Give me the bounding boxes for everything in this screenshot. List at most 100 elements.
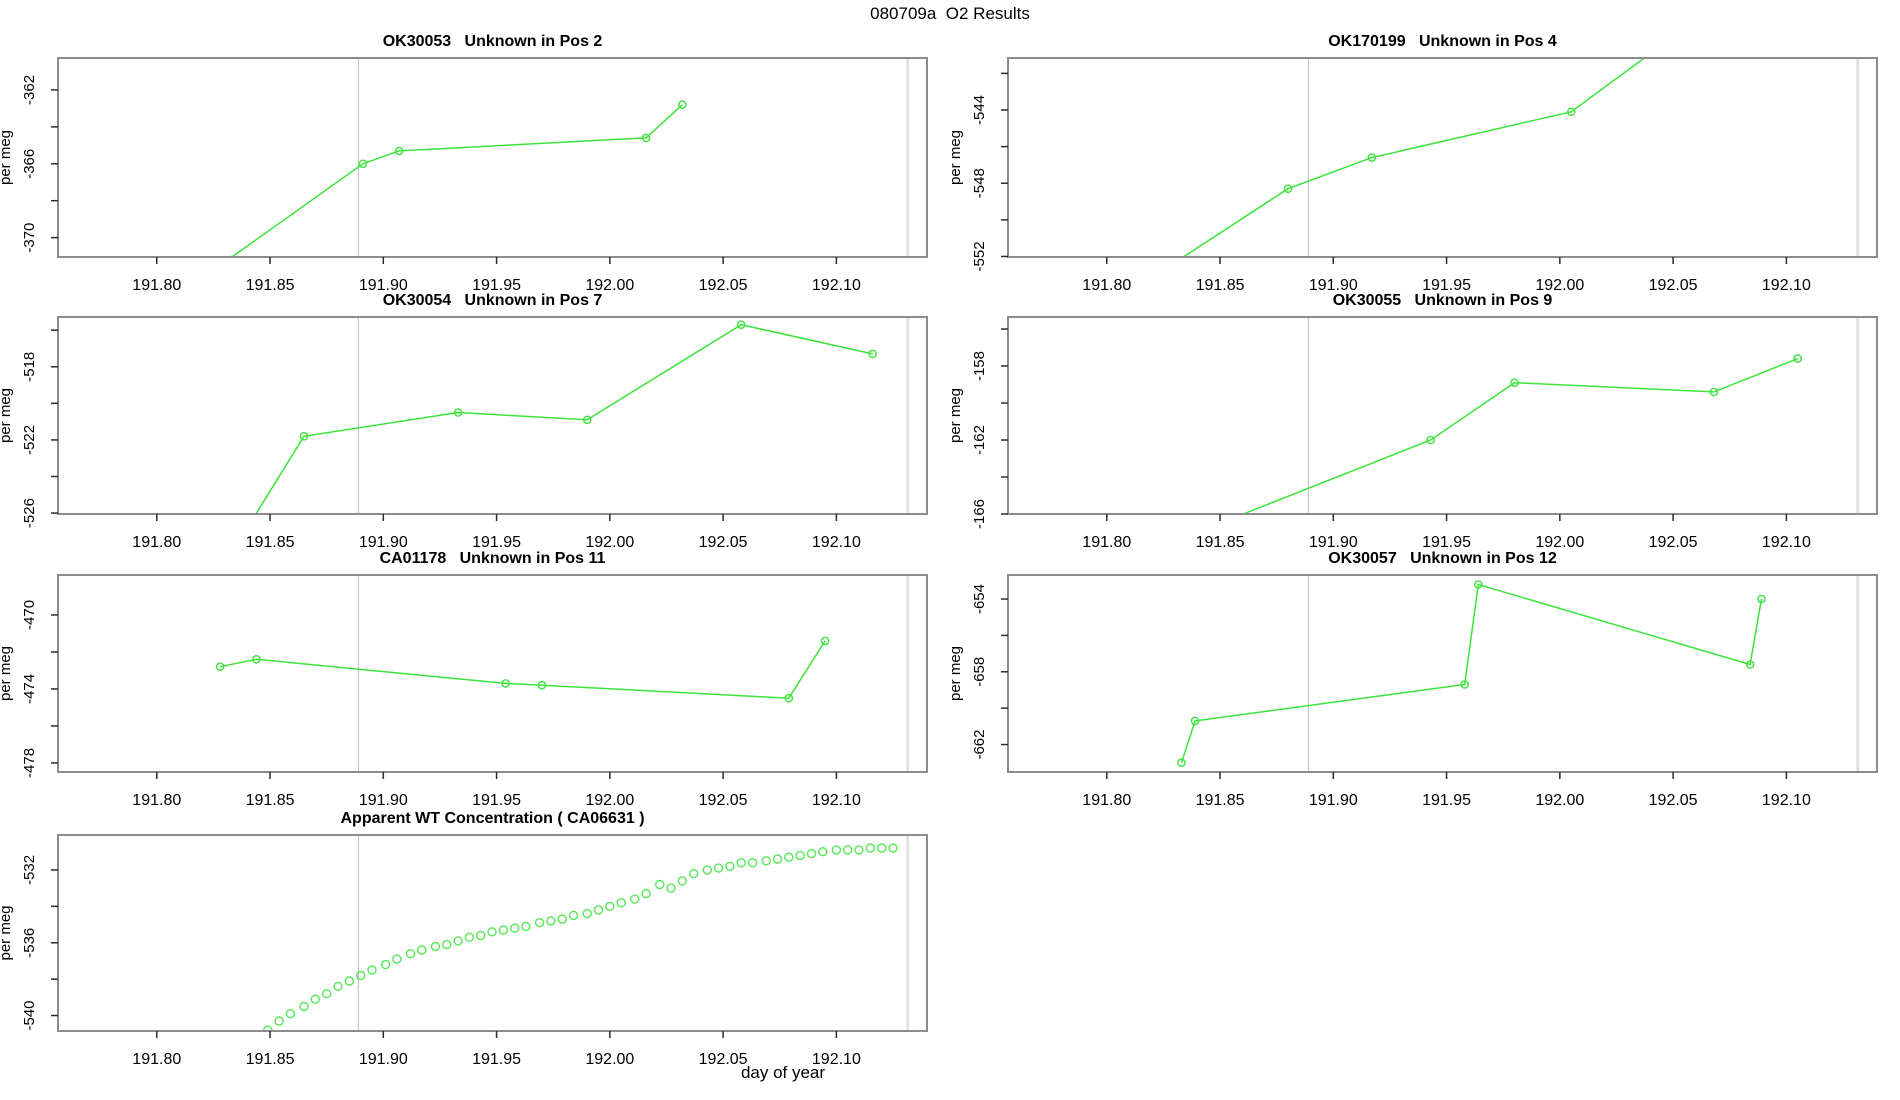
data-point: [1167, 262, 1174, 269]
data-point: [854, 845, 864, 855]
data-point: [641, 888, 651, 899]
x-tick-label: 191.95: [1422, 792, 1471, 809]
x-tick-label: 191.95: [472, 534, 521, 551]
y-tick-label: -478: [21, 748, 38, 778]
subplot-4: 191.80 191.85 191.90 191.95 192.00 192.05 192.…: [0, 574, 928, 809]
subplot-title-ok170199: OK170199 Unknown in Pos 4: [1328, 33, 1557, 50]
data-point: [487, 927, 497, 937]
data-point: [333, 981, 343, 992]
x-tick-label: 191.95: [1422, 277, 1471, 294]
x-tick-label: 192.05: [699, 792, 748, 809]
data-point: [534, 918, 545, 928]
subplot-2: 191.80 191.85 191.90 191.95 192.00 192.05 192.…: [0, 316, 928, 551]
data-point: [476, 930, 486, 941]
data-point: [310, 994, 320, 1004]
data-point: [747, 858, 758, 868]
x-tick-label: 192.10: [812, 277, 861, 294]
subplot-title-ca06631: Apparent WT Concentration ( CA06631 ): [340, 810, 645, 827]
data-point: [736, 320, 746, 330]
plot-box: [57, 316, 928, 515]
x-tick-label: 191.90: [359, 792, 408, 809]
data-point: [582, 908, 592, 919]
subplot-title-ok30055: OK30055 Unknown in Pos 9: [1332, 292, 1553, 309]
x-tick-label: 192.05: [699, 277, 748, 294]
data-point: [1474, 580, 1483, 589]
data-point: [868, 349, 877, 359]
data-point: [582, 415, 592, 425]
data-point: [521, 921, 531, 932]
y-tick-label: -470: [21, 600, 38, 630]
data-point: [784, 693, 794, 703]
y-tick-label: -540: [21, 1001, 38, 1031]
data-series: [263, 843, 898, 1031]
plot-box: [1007, 316, 1878, 515]
x-axis-label: day of year: [740, 1063, 826, 1082]
series-line: [220, 640, 826, 699]
data-point: [299, 1001, 309, 1012]
data-point: [831, 845, 842, 855]
y-tick-label: -162: [971, 425, 988, 455]
y-tick-label: -362: [21, 75, 38, 105]
x-tick-label: 191.80: [132, 792, 181, 809]
x-tick-label: 191.90: [1309, 277, 1358, 294]
y-tick-label: -526: [21, 498, 38, 528]
data-point: [356, 970, 366, 981]
data-point: [430, 941, 441, 952]
data-point: [784, 852, 794, 862]
data-point: [417, 945, 427, 955]
data-point: [1757, 594, 1766, 604]
data-point: [877, 843, 887, 853]
data-point: [702, 865, 712, 875]
data-point: [1510, 378, 1519, 388]
y-axis-label: per meg: [947, 388, 964, 443]
y-axis-label: per meg: [947, 130, 964, 185]
x-tick-label: 192.05: [699, 534, 748, 551]
data-point: [1709, 387, 1719, 397]
x-tick-label: 191.85: [246, 277, 295, 294]
data-series: [1177, 580, 1766, 768]
series-line: [1180, 583, 1763, 763]
series-line: [255, 323, 873, 514]
x-tick-label: 192.05: [699, 1051, 748, 1068]
data-point: [1367, 153, 1377, 162]
x-tick-label: 191.85: [246, 1051, 295, 1068]
x-tick-label: 191.80: [1082, 534, 1131, 551]
data-point: [453, 408, 463, 417]
data-point: [501, 679, 510, 688]
x-tick-label: 191.90: [359, 277, 408, 294]
x-tick-label: 191.80: [1082, 277, 1131, 294]
x-tick-label: 192.10: [1762, 534, 1811, 551]
data-point: [806, 848, 817, 859]
data-point: [215, 662, 225, 672]
data-point: [498, 925, 509, 935]
y-tick-label: -658: [971, 657, 988, 687]
y-tick-label: -166: [971, 499, 988, 529]
subplot-1: 191.80 191.85 191.90 191.95 192.00 192.05 192.…: [947, 57, 1878, 294]
data-point: [630, 894, 640, 904]
data-point: [713, 863, 724, 873]
x-tick-label: 192.00: [1535, 534, 1584, 551]
data-point: [394, 146, 404, 156]
x-tick-label: 192.00: [1535, 792, 1584, 809]
y-tick-label: -522: [21, 425, 38, 455]
data-point: [1566, 107, 1576, 117]
data-point: [641, 133, 651, 143]
y-tick-label: -548: [971, 168, 988, 198]
x-tick-label: 191.90: [359, 1051, 408, 1068]
data-point: [274, 1016, 284, 1026]
x-tick-label: 192.05: [1649, 277, 1698, 294]
data-point: [888, 843, 898, 853]
data-point: [616, 898, 626, 908]
y-tick-label: -366: [21, 149, 38, 179]
x-tick-label: 192.10: [812, 1051, 861, 1068]
data-point: [666, 883, 676, 893]
data-point: [655, 879, 665, 890]
y-tick-label: -654: [971, 584, 988, 614]
x-tick-label: 192.00: [585, 277, 634, 294]
data-point: [453, 936, 463, 946]
y-axis-label: per meg: [947, 646, 964, 701]
data-point: [820, 636, 830, 646]
x-tick-label: 191.95: [472, 792, 521, 809]
data-point: [1793, 354, 1802, 363]
